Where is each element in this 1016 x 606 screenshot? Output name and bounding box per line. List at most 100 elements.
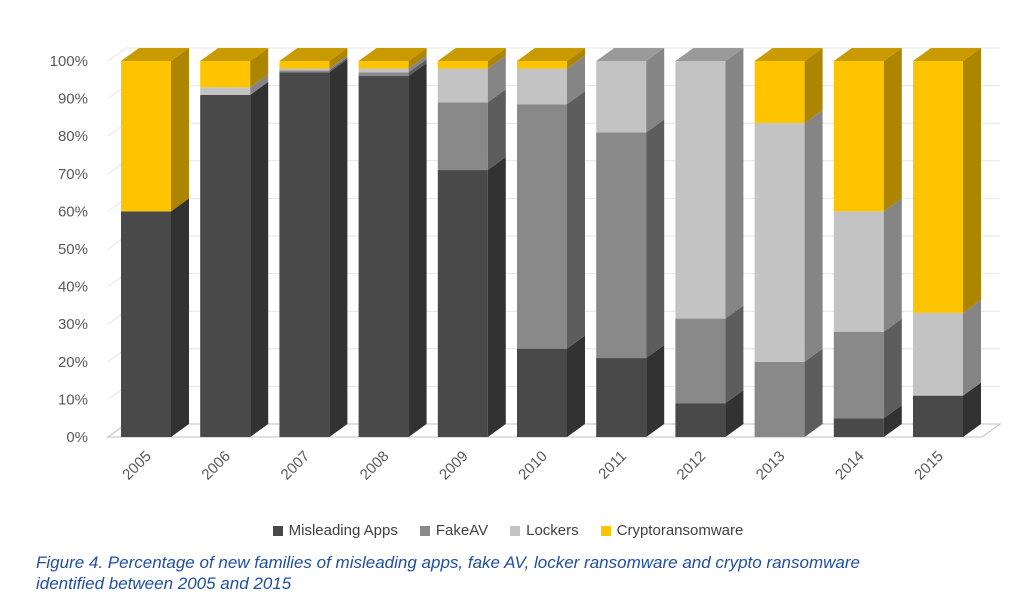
x-tick-label: 2009 [436,448,472,484]
bar-side-misleading-apps-2011 [646,345,665,437]
bar-2005 [121,48,189,437]
bar-side-lockers-2011 [646,48,665,133]
bar-2008 [358,48,427,437]
bar-side-lockers-2009 [487,55,506,103]
y-tick-label: 100% [50,53,88,70]
legend-label: Lockers [526,522,579,539]
bar-top-cryptoransomware-2015 [913,48,981,61]
x-tick-label: 2005 [119,448,155,484]
caption-line-1: Figure 4. Percentage of new families of … [36,553,860,572]
bar-side-fakeav-2008 [408,59,427,77]
x-tick-label: 2008 [357,448,393,484]
legend-item: Misleading Apps [272,522,398,539]
bar-top-cryptoransomware-2006 [200,48,269,61]
bar-segment-misleading-apps-2012 [675,403,726,437]
bar-side-cryptoransomware-2007 [329,48,348,69]
bar-segment-misleading-apps-2014 [833,418,884,437]
bar-side-cryptoransomware-2006 [250,48,269,88]
x-tick-label: 2012 [674,448,710,484]
bar-segment-fakeav-2012 [675,318,726,404]
bar-segment-fakeav-2008 [358,72,409,77]
bar-side-lockers-2014 [883,198,902,332]
bar-side-cryptoransomware-2013 [804,48,823,124]
bar-side-misleading-apps-2009 [487,157,506,438]
bars [121,48,981,438]
bar-side-misleading-apps-2008 [408,63,427,437]
bar-segment-lockers-2008 [358,68,409,73]
legend-item: Cryptoransomware [600,522,744,539]
y-tick-label: 0% [66,429,88,446]
x-tick-label: 2013 [753,448,789,484]
y-tick-label: 80% [58,128,88,145]
legend-label: Cryptoransomware [616,522,744,539]
bar-segment-misleading-apps-2006 [200,94,251,437]
bar-side-lockers-2013 [804,110,823,362]
caption-line-2: identified between 2005 and 2015 [36,574,292,593]
x-tick-label: 2010 [515,448,551,484]
y-tick-label: 30% [58,316,88,333]
bar-side-lockers-2008 [408,55,427,73]
bar-side-lockers-2010 [567,55,585,105]
bar-top-lockers-2011 [596,48,665,61]
bar-top-cryptoransomware-2014 [833,48,902,61]
bar-side-lockers-2006 [250,74,269,95]
bar-2007 [279,48,348,437]
bar-segment-fakeav-2010 [517,104,567,349]
legend-swatch [600,525,611,536]
bar-side-cryptoransomware-2015 [963,48,981,313]
y-tick-label: 20% [58,354,88,371]
y-tick-label: 60% [58,203,88,220]
legend-swatch [510,525,521,536]
y-tick-label: 70% [58,166,88,183]
y-tick-label: 90% [58,91,88,108]
bar-side-lockers-2015 [963,299,981,396]
bar-segment-cryptoransomware-2014 [833,61,884,212]
bar-top-cryptoransomware-2010 [517,48,585,61]
bar-segment-cryptoransomware-2006 [200,61,251,88]
bar-segment-lockers-2011 [596,61,647,133]
bar-side-misleading-apps-2007 [329,59,348,437]
bar-side-misleading-apps-2014 [883,405,902,437]
legend-label: FakeAV [435,522,489,539]
bar-top-lockers-2012 [675,48,744,61]
bar-2014 [833,48,902,437]
bar-2011 [596,48,665,437]
bar-segment-fakeav-2013 [754,361,805,437]
bar-segment-lockers-2015 [913,312,963,396]
bar-segment-misleading-apps-2011 [596,358,647,437]
x-tick-label: 2011 [595,448,630,483]
bar-side-misleading-apps-2005 [171,198,189,437]
bar-side-fakeav-2012 [725,305,744,404]
bar-segment-cryptoransomware-2015 [913,61,963,313]
bar-2006 [200,48,269,437]
bar-side-lockers-2007 [329,55,348,71]
legend-swatch [419,525,430,536]
bar-segment-fakeav-2009 [437,102,488,171]
bar-segment-misleading-apps-2007 [279,72,330,437]
bar-segment-cryptoransomware-2013 [754,61,805,124]
bar-top-cryptoransomware-2005 [121,48,189,61]
bar-segment-cryptoransomware-2005 [121,61,171,212]
bar-segment-fakeav-2011 [596,132,647,359]
bar-segment-cryptoransomware-2007 [279,61,330,69]
bar-side-cryptoransomware-2008 [408,48,427,69]
x-tick-label: 2014 [832,448,868,484]
bar-segment-cryptoransomware-2008 [358,61,409,69]
bar-side-misleading-apps-2006 [250,81,269,437]
bar-segment-misleading-apps-2015 [913,395,963,437]
legend: Misleading Apps FakeAV Lockers Cryptoransom… [0,522,1016,539]
bar-segment-misleading-apps-2008 [358,76,409,437]
legend-item: FakeAV [419,522,489,539]
bar-side-fakeav-2009 [487,89,506,171]
figure-caption: Figure 4. Percentage of new families of … [36,552,996,594]
bar-side-cryptoransomware-2010 [567,48,585,69]
bar-segment-lockers-2007 [279,68,330,71]
bar-segment-cryptoransomware-2010 [517,61,567,69]
bar-side-misleading-apps-2012 [725,390,744,437]
y-axis: 0% 10% 20% 30% 40% 50% 60% 70% 80% 90% 100% [50,53,88,446]
stacked-3d-bar-chart: 0%10%20%30%40%50%60%70%80%90%100% 2005 20… [50,47,1002,484]
y-tick-label: 50% [58,241,88,258]
bar-segment-misleading-apps-2009 [437,170,488,438]
bar-top-cryptoransomware-2009 [437,48,506,61]
bar-segment-lockers-2013 [754,123,805,362]
